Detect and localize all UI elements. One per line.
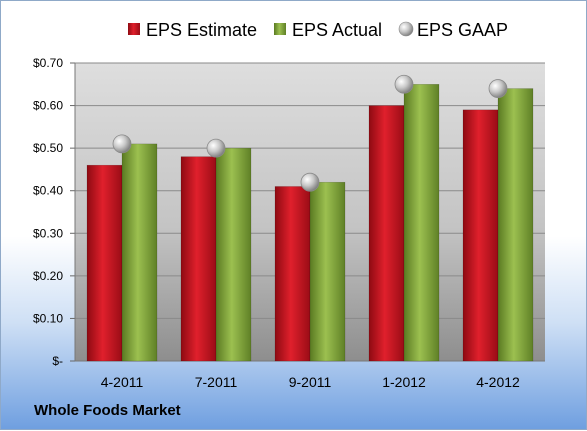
- eps-estimate-bar: [180, 156, 217, 362]
- legend-swatch: [128, 23, 140, 35]
- legend-eps-gaap: EPS GAAP: [398, 20, 508, 40]
- x-tick-label: 9-2011: [289, 374, 332, 390]
- y-tick-label: $0.70: [33, 56, 63, 70]
- eps-gaap-marker: [488, 79, 508, 98]
- eps-actual-bar: [497, 88, 534, 362]
- x-tick-label: 4-2012: [476, 374, 520, 390]
- legend-swatch: [398, 21, 414, 37]
- legend-eps-actual: EPS Actual: [274, 20, 382, 40]
- y-tick-label: $0.30: [33, 226, 63, 240]
- eps-actual-bar: [121, 143, 158, 362]
- x-tick-label: 1-2012: [382, 374, 426, 390]
- y-tick-label: $0.10: [33, 311, 63, 325]
- eps-estimate-bar: [86, 164, 123, 362]
- legend-eps-estimate: EPS Estimate: [128, 20, 257, 40]
- y-tick-label: $0.60: [33, 99, 63, 113]
- eps-estimate-bar: [462, 109, 499, 362]
- eps-gaap-marker: [394, 74, 414, 94]
- eps-actual-bar: [403, 84, 440, 362]
- legend-label: EPS GAAP: [417, 20, 508, 40]
- legend-label: EPS Actual: [292, 20, 382, 40]
- legend-label: EPS Estimate: [146, 20, 257, 40]
- company-name: Whole Foods Market: [34, 402, 181, 419]
- legend-swatch: [274, 23, 286, 35]
- y-tick-label: $0.20: [33, 269, 63, 283]
- y-tick-label: $-: [52, 354, 63, 368]
- eps-gaap-marker: [300, 172, 320, 192]
- eps-estimate-bar: [368, 105, 405, 362]
- x-tick-label: 7-2011: [195, 374, 238, 390]
- eps-actual-bar: [309, 181, 346, 362]
- eps-estimate-bar: [274, 186, 311, 362]
- eps-gaap-marker: [206, 138, 226, 158]
- x-tick-label: 4-2011: [101, 374, 144, 390]
- y-tick-label: $0.50: [33, 141, 63, 155]
- eps-gaap-marker: [112, 134, 132, 154]
- y-tick-label: $0.40: [33, 184, 63, 198]
- eps-actual-bar: [215, 147, 252, 362]
